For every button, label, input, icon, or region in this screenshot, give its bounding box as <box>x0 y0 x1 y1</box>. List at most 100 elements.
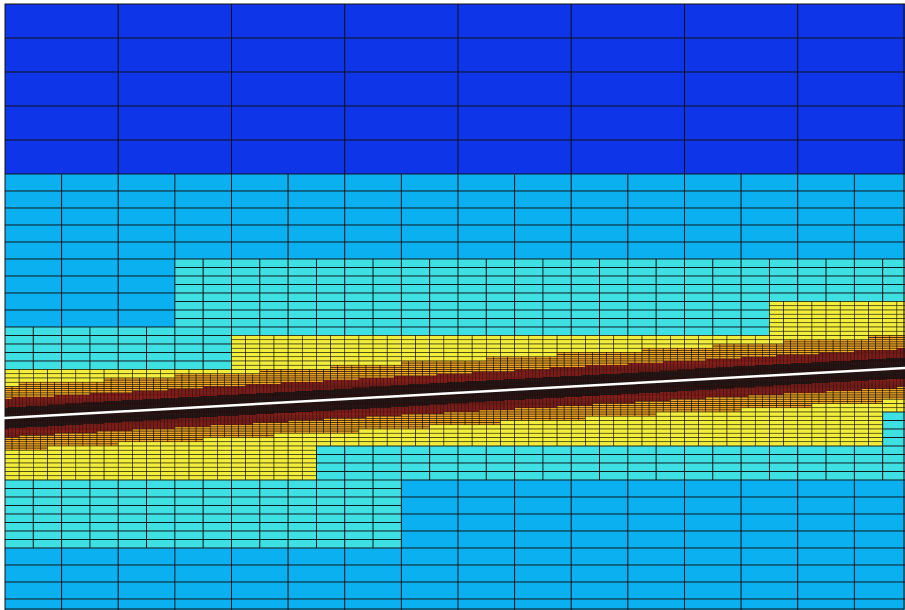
mesh-cell-level-3 <box>288 268 316 277</box>
mesh-cell-level-3 <box>147 353 175 362</box>
mesh-cell-level-4 <box>784 327 798 331</box>
mesh-cell-level-4 <box>869 306 883 310</box>
mesh-cell-level-3 <box>515 276 543 285</box>
mesh-cell-level-3 <box>685 268 713 277</box>
mesh-cell-level-3 <box>571 285 599 294</box>
mesh-cell-level-2 <box>458 242 515 259</box>
mesh-cell-level-4 <box>685 336 699 340</box>
mesh-cell-level-4 <box>5 374 19 378</box>
mesh-cell-level-3 <box>401 302 429 311</box>
mesh-cell-level-3 <box>486 319 514 328</box>
mesh-cell-level-4 <box>76 370 90 374</box>
mesh-cell-level-3 <box>458 319 486 328</box>
mesh-cell-level-4 <box>869 327 883 331</box>
mesh-cell-level-5 <box>890 338 897 340</box>
mesh-cell-level-5 <box>26 387 33 389</box>
mesh-cell-level-3 <box>203 302 231 311</box>
mesh-cell-level-4 <box>840 323 854 327</box>
mesh-cell-level-3 <box>628 285 656 294</box>
mesh-cell-level-2 <box>175 191 232 208</box>
mesh-cell-level-5 <box>805 342 812 344</box>
mesh-cell-level-5 <box>12 387 19 389</box>
mesh-cell-level-4 <box>798 314 812 318</box>
mesh-cell-level-4 <box>798 331 812 335</box>
mesh-cell-level-2 <box>62 259 119 276</box>
mesh-cell-level-3 <box>401 327 429 336</box>
mesh-cell-level-4 <box>812 331 826 335</box>
mesh-cell-level-3 <box>854 259 882 268</box>
mesh-cell-level-5 <box>833 340 840 342</box>
mesh-cell-level-1 <box>232 106 345 140</box>
mesh-cell-level-2 <box>401 208 458 225</box>
mesh-cell-level-1 <box>571 38 684 72</box>
mesh-cell-level-3 <box>571 302 599 311</box>
mesh-cell-level-2 <box>628 208 685 225</box>
mesh-cell-level-4 <box>769 331 783 335</box>
mesh-cell-level-4 <box>699 336 713 340</box>
mesh-cell-level-2 <box>741 225 798 242</box>
mesh-cell-level-4 <box>741 336 755 340</box>
mesh-cell-level-4 <box>784 306 798 310</box>
mesh-cell-level-2 <box>458 208 515 225</box>
mesh-cell-level-4 <box>854 323 868 327</box>
mesh-cell-level-5 <box>76 387 83 389</box>
mesh-cell-level-5 <box>203 374 210 376</box>
mesh-cell-level-3 <box>260 302 288 311</box>
mesh-cell-level-5 <box>26 395 33 397</box>
mesh-cell-level-4 <box>132 374 146 378</box>
mesh-cell-level-4 <box>628 336 642 340</box>
mesh-cell-level-3 <box>571 293 599 302</box>
mesh-cell-level-1 <box>798 38 905 72</box>
mesh-cell-level-3 <box>316 327 344 336</box>
mesh-cell-level-3 <box>486 310 514 319</box>
mesh-cell-level-3 <box>430 285 458 294</box>
mesh-cell-level-3 <box>685 276 713 285</box>
mesh-cell-level-2 <box>628 242 685 259</box>
mesh-cell-level-3 <box>600 319 628 328</box>
mesh-cell-level-1 <box>232 140 345 174</box>
mesh-cell-level-5 <box>62 393 69 395</box>
mesh-cell-level-4 <box>529 340 543 344</box>
mesh-cell-level-3 <box>175 276 203 285</box>
mesh-cell-level-5 <box>19 393 26 395</box>
mesh-cell-level-4 <box>458 340 472 344</box>
mesh-cell-level-3 <box>656 276 684 285</box>
mesh-cell-level-5 <box>55 393 62 395</box>
mesh-cell-level-3 <box>826 285 854 294</box>
mesh-cell-level-1 <box>798 72 905 106</box>
mesh-cell-level-5 <box>104 387 111 389</box>
mesh-cell-level-4 <box>798 310 812 314</box>
mesh-cell-level-5 <box>182 376 189 378</box>
mesh-cell-level-4 <box>416 336 430 340</box>
mesh-cell-level-5 <box>83 384 90 386</box>
mesh-cell-level-4 <box>104 370 118 374</box>
mesh-cell-level-3 <box>430 327 458 336</box>
mesh-cell-level-2 <box>628 225 685 242</box>
mesh-cell-level-4 <box>600 336 614 340</box>
mesh-cell-level-5 <box>5 391 12 393</box>
mesh-cell-level-3 <box>798 268 826 277</box>
mesh-cell-level-2 <box>685 242 742 259</box>
mesh-cell-level-2 <box>118 259 175 276</box>
mesh-cell-level-2 <box>515 174 572 191</box>
mesh-cell-level-4 <box>670 340 684 344</box>
mesh-cell-level-3 <box>543 268 571 277</box>
mesh-cell-level-1 <box>345 4 458 38</box>
mesh-cell-level-2 <box>515 225 572 242</box>
mesh-cell-level-2 <box>288 174 345 191</box>
mesh-cell-level-1 <box>232 4 345 38</box>
mesh-cell-level-3 <box>175 353 203 362</box>
mesh-cell-level-3 <box>260 310 288 319</box>
mesh-cell-level-5 <box>97 382 104 384</box>
mesh-cell-level-3 <box>571 327 599 336</box>
mesh-cell-level-5 <box>83 382 90 384</box>
mesh-cell-level-3 <box>769 268 797 277</box>
mesh-cell-level-3 <box>713 276 741 285</box>
mesh-cell-level-5 <box>69 384 76 386</box>
mesh-cell-level-4 <box>543 340 557 344</box>
mesh-cell-level-3 <box>713 259 741 268</box>
mesh-cell-level-3 <box>373 310 401 319</box>
mesh-cell-level-4 <box>118 374 132 378</box>
mesh-cell-level-3 <box>515 268 543 277</box>
